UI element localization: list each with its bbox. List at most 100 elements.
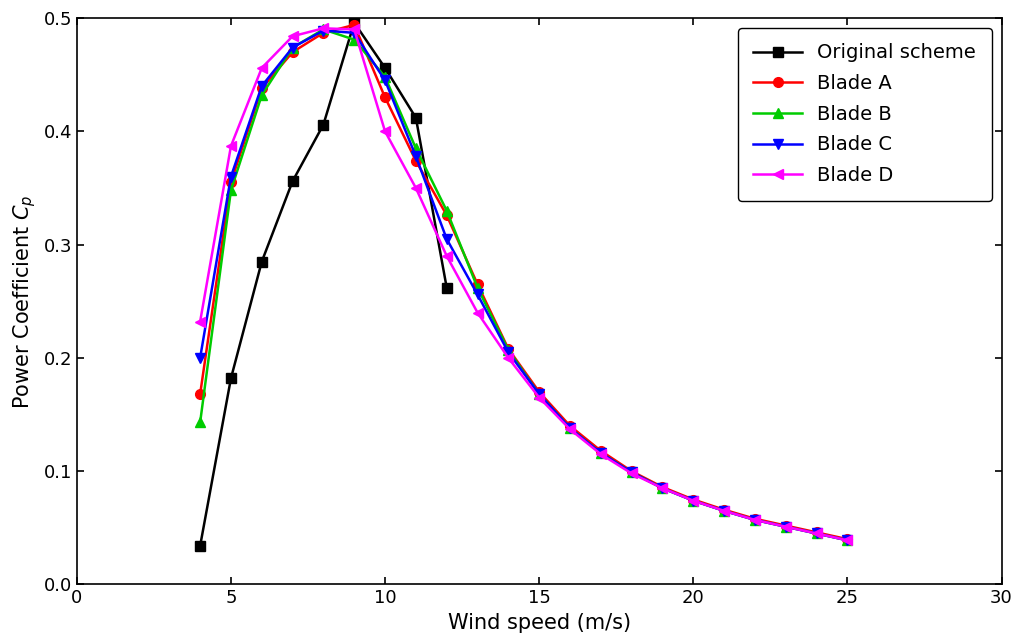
Blade B [626, 468, 638, 476]
Blade D [317, 24, 330, 32]
Blade D [718, 507, 730, 515]
Blade C [595, 450, 607, 457]
Line: Blade B: Blade B [196, 24, 852, 545]
Blade D [287, 32, 299, 40]
Blade B [810, 529, 822, 537]
Original scheme [194, 542, 206, 550]
Blade B [440, 207, 453, 214]
Blade D [656, 484, 669, 492]
Blade A [842, 535, 854, 543]
Blade D [749, 516, 761, 524]
Blade C [440, 235, 453, 243]
Blade A [379, 93, 391, 101]
Blade B [194, 419, 206, 426]
Blade D [471, 308, 483, 316]
Blade A [317, 29, 330, 37]
Blade A [595, 447, 607, 455]
Blade C [534, 390, 546, 398]
Blade A [440, 211, 453, 219]
Original scheme [440, 284, 453, 292]
Blade A [287, 48, 299, 56]
Blade A [718, 506, 730, 513]
Blade B [317, 26, 330, 33]
Blade C [564, 424, 577, 432]
X-axis label: Wind speed (m/s): Wind speed (m/s) [447, 613, 631, 633]
Blade A [471, 280, 483, 288]
Blade C [471, 290, 483, 298]
Blade D [256, 64, 268, 72]
Blade D [564, 426, 577, 433]
Blade C [379, 77, 391, 84]
Blade B [379, 73, 391, 81]
Blade B [779, 523, 792, 531]
Original scheme [348, 19, 360, 26]
Blade A [749, 515, 761, 523]
Original scheme [256, 258, 268, 265]
Blade A [410, 157, 422, 165]
Blade C [317, 26, 330, 34]
Line: Blade D: Blade D [196, 23, 852, 545]
Blade D [810, 529, 822, 537]
Original scheme [317, 120, 330, 128]
Blade A [564, 422, 577, 430]
Blade B [687, 497, 699, 504]
Blade A [810, 529, 822, 536]
Blade A [779, 522, 792, 529]
Blade C [749, 516, 761, 524]
Blade C [810, 529, 822, 537]
Blade B [471, 284, 483, 292]
Line: Original scheme: Original scheme [196, 18, 452, 551]
Blade A [534, 388, 546, 396]
Blade B [749, 516, 761, 524]
Blade A [656, 483, 669, 491]
Blade D [502, 354, 514, 362]
Blade C [842, 536, 854, 544]
Blade B [348, 36, 360, 44]
Original scheme [287, 177, 299, 185]
Blade B [595, 450, 607, 457]
Blade D [534, 393, 546, 401]
Blade D [842, 536, 854, 544]
Blade A [225, 178, 238, 186]
Legend: Original scheme, Blade A, Blade B, Blade C, Blade D: Original scheme, Blade A, Blade B, Blade… [737, 28, 992, 201]
Blade B [534, 390, 546, 398]
Original scheme [410, 114, 422, 122]
Blade C [656, 484, 669, 492]
Blade A [256, 84, 268, 92]
Blade D [595, 450, 607, 458]
Blade C [194, 354, 206, 362]
Blade D [379, 128, 391, 135]
Blade A [502, 345, 514, 353]
Blade B [256, 91, 268, 99]
Blade B [287, 44, 299, 52]
Blade B [564, 424, 577, 432]
Y-axis label: Power Coefficient $C_p$: Power Coefficient $C_p$ [11, 194, 38, 408]
Blade C [779, 523, 792, 531]
Blade D [225, 142, 238, 150]
Blade C [626, 468, 638, 476]
Blade B [842, 536, 854, 544]
Blade B [225, 186, 238, 194]
Blade D [348, 26, 360, 33]
Blade A [626, 468, 638, 475]
Blade C [287, 44, 299, 52]
Blade A [194, 390, 206, 398]
Blade D [779, 523, 792, 531]
Blade D [410, 184, 422, 192]
Blade D [194, 318, 206, 326]
Blade B [410, 144, 422, 152]
Blade A [348, 21, 360, 29]
Original scheme [379, 64, 391, 72]
Blade C [225, 173, 238, 180]
Blade A [687, 496, 699, 504]
Blade C [348, 29, 360, 37]
Blade C [256, 82, 268, 90]
Original scheme [225, 374, 238, 382]
Blade C [410, 153, 422, 160]
Blade C [502, 348, 514, 356]
Blade B [718, 507, 730, 515]
Blade C [687, 497, 699, 504]
Blade D [440, 252, 453, 260]
Line: Blade C: Blade C [196, 26, 852, 545]
Blade B [502, 346, 514, 354]
